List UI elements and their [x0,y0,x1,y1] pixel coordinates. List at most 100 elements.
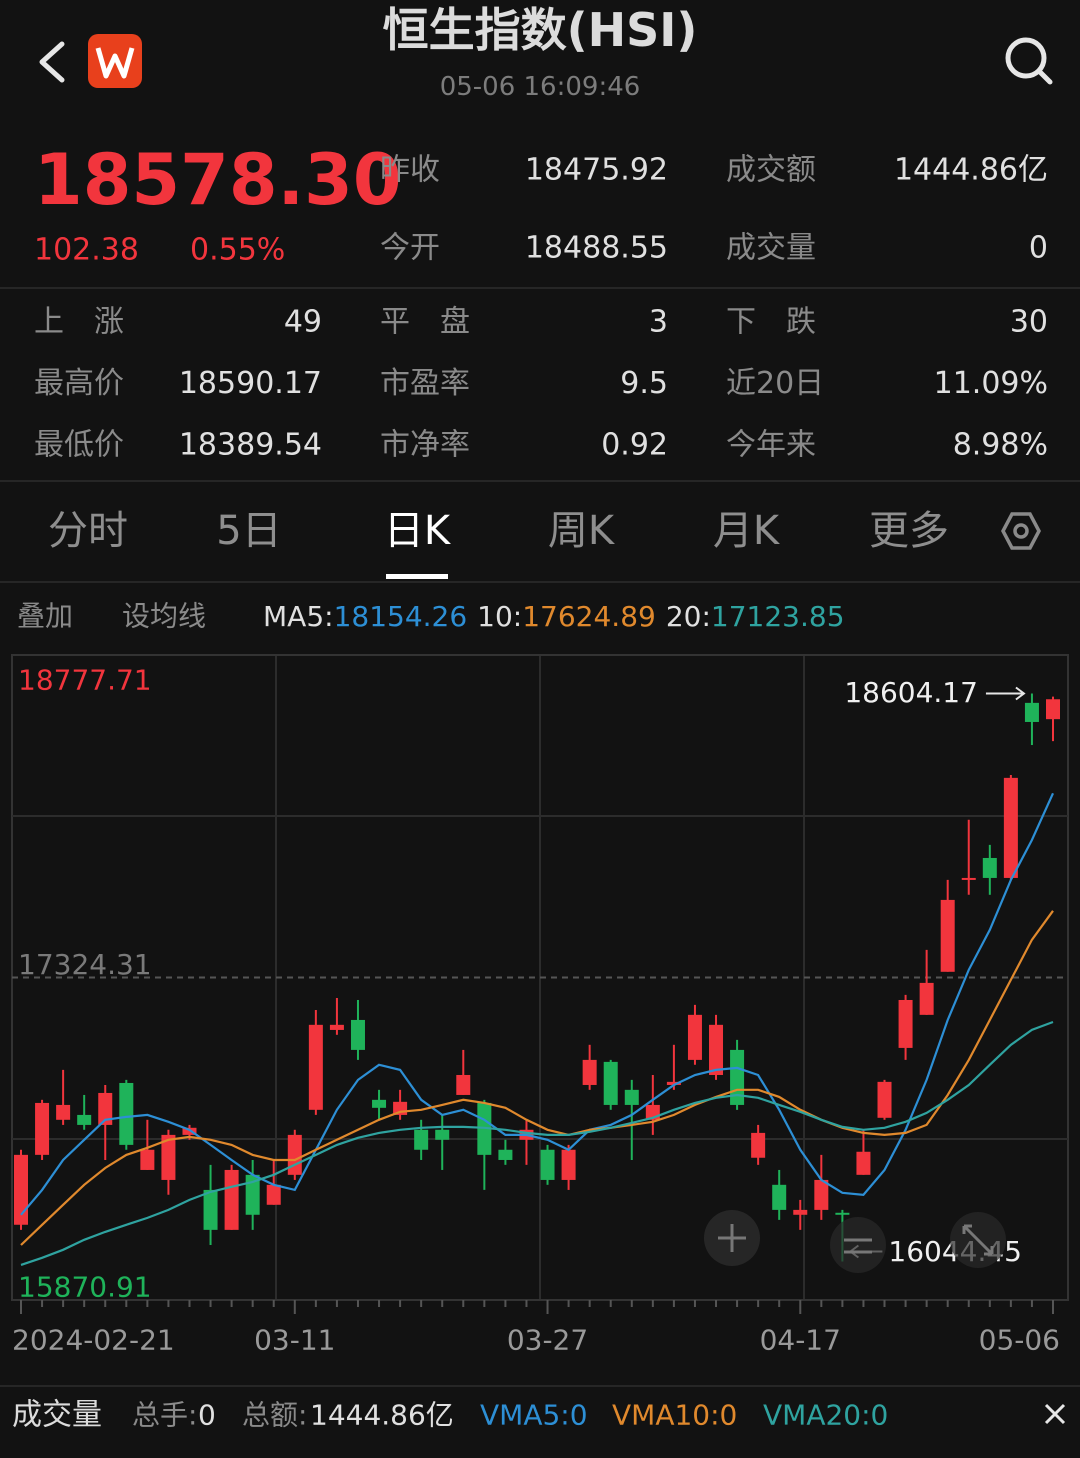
stat-label: 最低价 [34,428,124,463]
timestamp: 05-06 16:09:46 [440,72,641,102]
x-tick-label: 04-17 [760,1324,841,1357]
candle-body [687,1014,702,1060]
stat-value: 11.09% [934,366,1048,401]
stat-label: 成交额 [726,153,816,188]
fullscreen-icon [962,1224,994,1256]
candle-body [182,1127,197,1135]
candle-body [98,1092,113,1125]
x-tick-label: 2024-02-21 [12,1324,175,1357]
candle-body [561,1149,576,1180]
candle-body [56,1104,71,1120]
tab[interactable]: 周K [548,508,616,554]
zoom-in-icon [718,1224,746,1252]
x-tick-label: 03-11 [254,1324,335,1357]
ma-line [20,910,1054,1246]
divider [0,480,1080,482]
candle-body [856,1151,871,1175]
volume-label: 总手: [132,1399,197,1432]
candle-body [961,877,976,880]
tab[interactable]: 更多 [869,508,949,554]
back-button[interactable] [39,41,65,83]
stat-value: 18488.55 [525,231,668,266]
legend-label: 20: [666,600,711,633]
candle-body [624,1089,639,1105]
candle-body [161,1134,176,1180]
stat-label: 市净率 [380,428,470,463]
search-button[interactable] [1005,37,1053,85]
candle-body [308,1024,323,1110]
stat-value: 18475.92 [525,153,668,188]
stat-label: 平 盘 [380,305,470,340]
legend-label: MA5: [263,600,334,633]
candle-body [140,1149,155,1170]
volume-value: 1444.86亿 [310,1399,454,1432]
volume-indicator: VMA10:0 [612,1399,737,1432]
candle-body [898,999,913,1048]
legend-value: 17624.89 [522,600,656,633]
candle-body [709,1024,724,1075]
candle-body [772,1184,787,1210]
candle-body [1003,777,1018,878]
page-title: 恒生指数(HSI) [383,3,698,57]
candle-body [1046,699,1060,720]
candle-body [287,1134,302,1175]
stat-label: 近20日 [726,366,824,401]
candle-body [982,857,997,878]
candle-body [14,1154,28,1225]
logo-mark [95,47,135,79]
stat-label: 今开 [380,231,440,266]
annotation-arrowhead [1015,686,1026,701]
toolbar-button[interactable]: 设均线 [122,600,206,633]
candle-body [203,1189,218,1230]
candle-body [35,1102,50,1155]
tab[interactable]: 日K [384,508,452,554]
stat-label: 下 跌 [726,305,816,340]
candle-body [919,982,934,1015]
y-tick-label: 18777.71 [18,664,152,697]
candle-body [372,1099,387,1108]
period-tabs: 分时 5日 日K 周K 月K 更多 [48,508,949,579]
candle-body [793,1209,808,1215]
close-volume-button[interactable] [1044,1403,1066,1425]
tab[interactable]: 5日 [216,508,281,554]
stat-value: 0 [1029,231,1048,266]
volume-title: 成交量 [12,1398,102,1433]
candle-body [266,1184,281,1205]
candle-body [751,1132,766,1158]
stat-value: 3 [649,305,668,340]
x-tick-label: 05-06 [979,1324,1060,1357]
candle-body [498,1149,513,1160]
candle-body [835,1212,850,1215]
y-tick-label: 17324.31 [18,948,152,981]
ma-line [20,792,1055,1216]
candle-body [329,1024,344,1030]
zoom-out-button[interactable] [830,1217,886,1273]
tab[interactable]: 月K [713,508,781,554]
stat-value: 49 [284,305,322,340]
settings-icon [1001,512,1041,550]
candle-body [119,1082,134,1145]
stat-label: 成交量 [726,231,816,266]
stat-label: 昨收 [380,153,440,188]
candle-body [350,1019,365,1050]
legend-value: 17123.85 [711,600,845,633]
stat-value: 18389.54 [179,428,322,463]
divider [0,581,1080,583]
candle-body [540,1149,555,1180]
settings-icon-center [1013,523,1029,539]
toolbar-button[interactable]: 叠加 [17,600,73,633]
candle-body [224,1169,239,1230]
settings-button[interactable] [1001,512,1041,550]
stat-label: 最高价 [34,366,124,401]
candle-body [603,1061,618,1105]
chart-overlay-controls [704,1210,1006,1273]
volume-indicators: 总手: 0 总额: 1444.86亿 VMA5:0 VMA10:0 VMA20:0 [132,1399,888,1432]
search-icon-handle [1036,68,1053,85]
candle-body [435,1129,450,1140]
search-icon [1005,37,1047,79]
stat-value: 18590.17 [179,366,322,401]
stat-value: 8.98% [953,428,1048,463]
tab[interactable]: 分时 [48,508,128,554]
